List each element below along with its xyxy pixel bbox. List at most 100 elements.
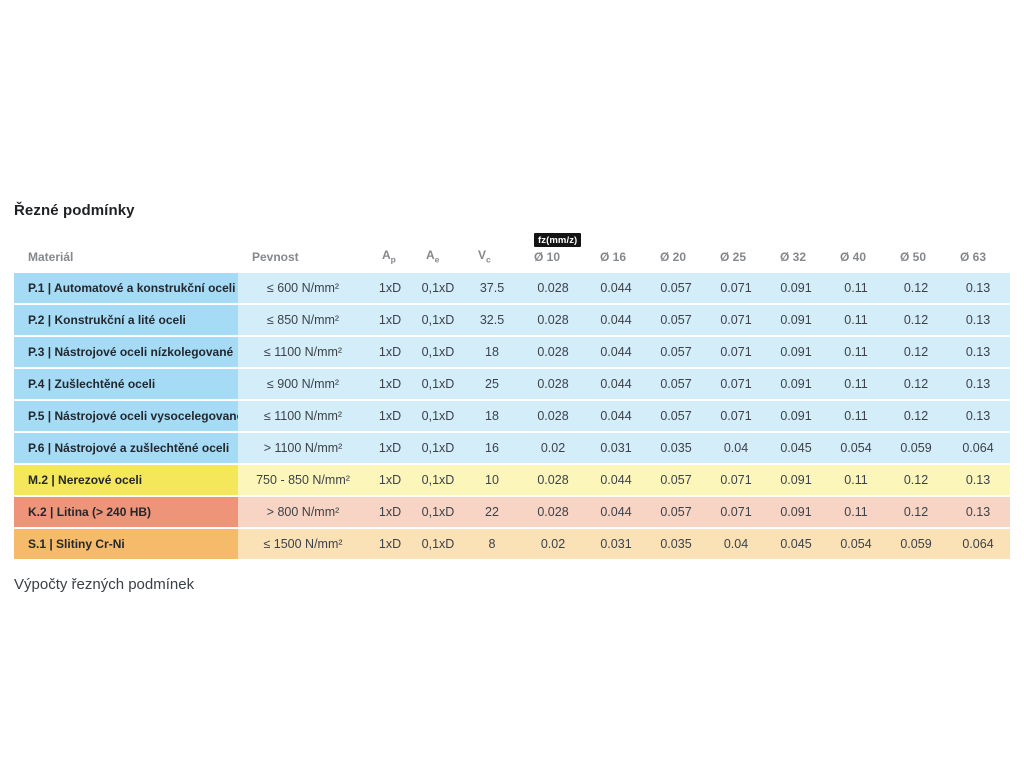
fz-value-cell: 0.059 xyxy=(886,527,946,559)
vc-cell: 16 xyxy=(464,431,520,464)
ap-cell: 1xD xyxy=(368,335,412,368)
col-header-label: Materiál xyxy=(28,250,74,264)
vc-cell: 18 xyxy=(464,335,520,368)
col-header-label: Ae xyxy=(426,247,440,264)
fz-value-cell: 0.028 xyxy=(520,271,586,304)
fz-value-cell: 0.035 xyxy=(646,431,706,464)
fz-value-cell: 0.044 xyxy=(586,271,646,304)
vc-cell: 8 xyxy=(464,527,520,559)
table-row: S.1 | Slitiny Cr-Ni ≤ 1500 N/mm² 1xD 0,1xD 8… xyxy=(14,527,1010,559)
fz-value-cell: 0.057 xyxy=(646,399,706,432)
material-cell: S.1 | Slitiny Cr-Ni xyxy=(14,527,238,559)
fz-value-cell: 0.044 xyxy=(586,335,646,368)
ap-cell: 1xD xyxy=(368,399,412,432)
fz-value-cell: 0.12 xyxy=(886,271,946,304)
strength-cell: ≤ 1100 N/mm² xyxy=(238,335,368,368)
vc-cell: 25 xyxy=(464,367,520,400)
table-row: M.2 | Nerezové oceli 750 - 850 N/mm² 1xD 0,… xyxy=(14,463,1010,496)
fz-value-cell: 0.071 xyxy=(706,399,766,432)
strength-cell: ≤ 600 N/mm² xyxy=(238,271,368,304)
fz-value-cell: 0.054 xyxy=(826,431,886,464)
strength-cell: > 1100 N/mm² xyxy=(238,431,368,464)
material-cell: K.2 | Litina (> 240 HB) xyxy=(14,495,238,528)
col-header-vc: Vc xyxy=(464,232,520,272)
material-cell: P.4 | Zušlechtěné oceli xyxy=(14,367,238,400)
strength-cell: ≤ 1100 N/mm² xyxy=(238,399,368,432)
fz-value-cell: 0.035 xyxy=(646,527,706,559)
ae-cell: 0,1xD xyxy=(412,431,464,464)
col-header-d16: Ø 16 xyxy=(586,232,646,272)
fz-value-cell: 0.091 xyxy=(766,335,826,368)
fz-value-cell: 0.12 xyxy=(886,367,946,400)
fz-value-cell: 0.044 xyxy=(586,495,646,528)
fz-value-cell: 0.11 xyxy=(826,303,886,336)
fz-value-cell: 0.044 xyxy=(586,463,646,496)
fz-value-cell: 0.11 xyxy=(826,463,886,496)
ae-cell: 0,1xD xyxy=(412,399,464,432)
fz-value-cell: 0.11 xyxy=(826,399,886,432)
material-cell: P.1 | Automatové a konstrukční oceli xyxy=(14,271,238,304)
col-header-label: Ø 20 xyxy=(660,250,687,264)
col-header-d32: Ø 32 xyxy=(766,232,826,272)
table-row: P.3 | Nástrojové oceli nízkolegované ≤ 11… xyxy=(14,335,1010,368)
table-body: P.1 | Automatové a konstrukční oceli ≤ 60… xyxy=(14,271,1010,559)
vc-cell: 32.5 xyxy=(464,303,520,336)
ae-cell: 0,1xD xyxy=(412,303,464,336)
col-header-label: Vc xyxy=(478,247,491,264)
fz-value-cell: 0.091 xyxy=(766,271,826,304)
fz-value-cell: 0.091 xyxy=(766,399,826,432)
col-header-label: Ap xyxy=(382,247,396,264)
fz-value-cell: 0.12 xyxy=(886,495,946,528)
fz-value-cell: 0.071 xyxy=(706,463,766,496)
fz-value-cell: 0.091 xyxy=(766,367,826,400)
table-row: P.5 | Nástrojové oceli vysocelegované ≤ 1… xyxy=(14,399,1010,432)
fz-value-cell: 0.12 xyxy=(886,399,946,432)
col-header-label: Pevnost xyxy=(252,250,299,264)
fz-value-cell: 0.04 xyxy=(706,431,766,464)
fz-value-cell: 0.12 xyxy=(886,335,946,368)
col-header-ae: Ae xyxy=(412,232,464,272)
ae-cell: 0,1xD xyxy=(412,495,464,528)
col-header-d25: Ø 25 xyxy=(706,232,766,272)
fz-value-cell: 0.031 xyxy=(586,527,646,559)
col-header-label: Ø 10 xyxy=(534,250,561,264)
table-row: K.2 | Litina (> 240 HB) > 800 N/mm² 1xD 0,1… xyxy=(14,495,1010,528)
ae-cell: 0,1xD xyxy=(412,367,464,400)
fz-value-cell: 0.13 xyxy=(946,271,1010,304)
page-title: Řezné podmínky xyxy=(14,202,135,219)
fz-unit-badge: fz(mm/z) xyxy=(534,233,582,247)
fz-value-cell: 0.13 xyxy=(946,463,1010,496)
strength-cell: ≤ 850 N/mm² xyxy=(238,303,368,336)
fz-value-cell: 0.071 xyxy=(706,271,766,304)
col-header-label: Ø 63 xyxy=(960,250,987,264)
fz-value-cell: 0.13 xyxy=(946,335,1010,368)
fz-value-cell: 0.02 xyxy=(520,527,586,559)
fz-value-cell: 0.091 xyxy=(766,463,826,496)
material-cell: P.6 | Nástrojové a zušlechtěné oceli xyxy=(14,431,238,464)
fz-value-cell: 0.11 xyxy=(826,271,886,304)
cutting-conditions-table: Materiál Pevnost Ap Ae Vc fz(mm/z) Ø 10 Ø 16 Ø 2… xyxy=(14,232,1010,559)
ap-cell: 1xD xyxy=(368,303,412,336)
ap-cell: 1xD xyxy=(368,367,412,400)
fz-value-cell: 0.071 xyxy=(706,303,766,336)
col-header-label: Ø 25 xyxy=(720,250,747,264)
col-header-d20: Ø 20 xyxy=(646,232,706,272)
fz-value-cell: 0.057 xyxy=(646,335,706,368)
material-cell: M.2 | Nerezové oceli xyxy=(14,463,238,496)
col-header-d63: Ø 63 xyxy=(946,232,1010,272)
fz-value-cell: 0.044 xyxy=(586,303,646,336)
table-row: P.1 | Automatové a konstrukční oceli ≤ 60… xyxy=(14,271,1010,304)
fz-value-cell: 0.059 xyxy=(886,431,946,464)
fz-value-cell: 0.091 xyxy=(766,303,826,336)
fz-value-cell: 0.13 xyxy=(946,495,1010,528)
fz-value-cell: 0.028 xyxy=(520,335,586,368)
fz-value-cell: 0.031 xyxy=(586,431,646,464)
material-cell: P.3 | Nástrojové oceli nízkolegované xyxy=(14,335,238,368)
cutting-conditions-section: Řezné podmínky Materiál Pevnost Ap Ae Vc fz(m… xyxy=(14,202,1010,593)
strength-cell: ≤ 900 N/mm² xyxy=(238,367,368,400)
fz-value-cell: 0.057 xyxy=(646,463,706,496)
fz-value-cell: 0.054 xyxy=(826,527,886,559)
table-row: P.2 | Konstrukční a lité oceli ≤ 850 N/mm… xyxy=(14,303,1010,336)
fz-value-cell: 0.04 xyxy=(706,527,766,559)
fz-value-cell: 0.13 xyxy=(946,399,1010,432)
